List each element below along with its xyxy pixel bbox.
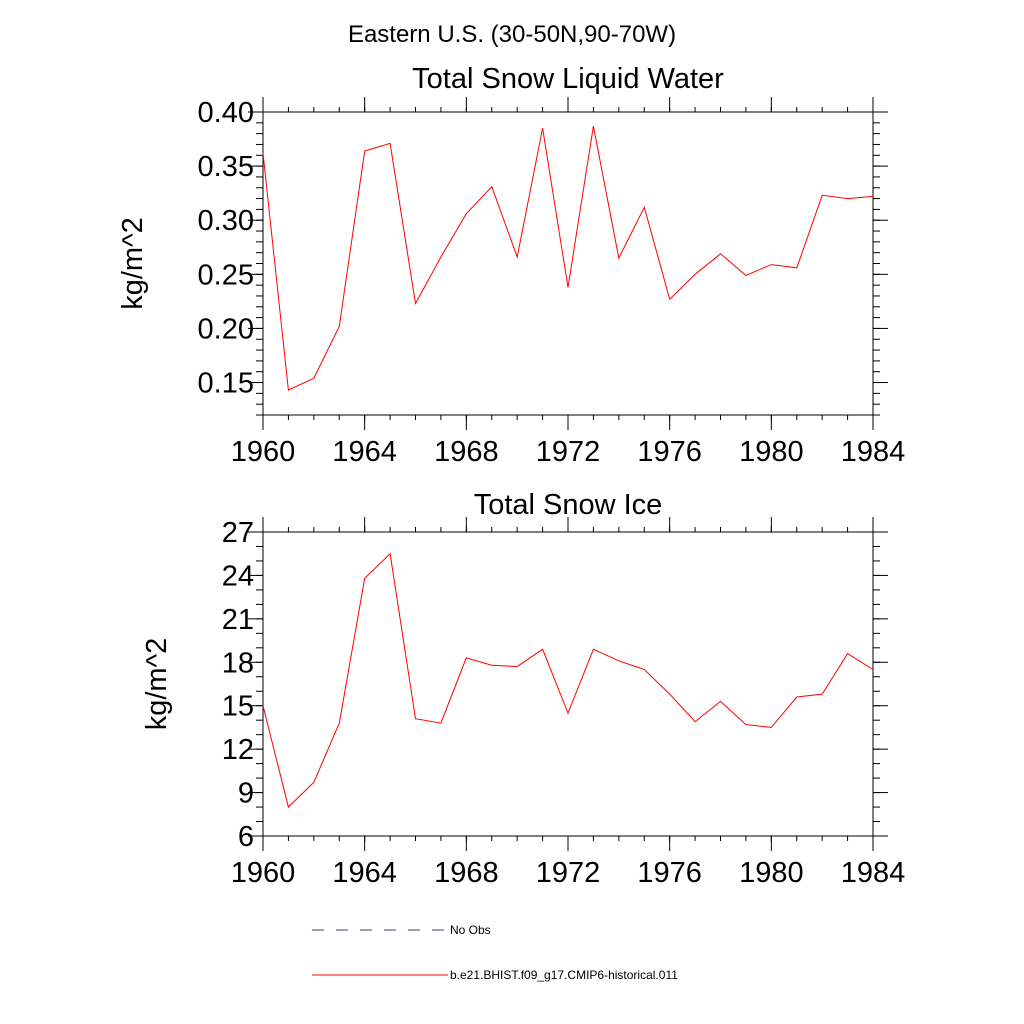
y-tick-label: 0.40 [198,97,254,129]
x-tick-label: 1972 [536,857,601,889]
panel-title-liquid: Total Snow Liquid Water [412,63,724,95]
panel-snow-liquid-water: Total Snow Liquid Water 1960 1964 1968 1972 1… [117,63,905,468]
y-tick-label: 24 [222,560,254,592]
x-tick-label: 1980 [739,436,804,468]
y-tick-label: 6 [238,821,254,853]
legend: No Obs b.e21.BHIST.f09_g17.CMIP6-histori… [312,923,678,982]
y-axis-label-ice: kg/m^2 [141,638,173,731]
x-tick-label: 1968 [434,436,499,468]
x-tick-label: 1960 [231,857,296,889]
x-tick-label: 1960 [231,436,296,468]
x-tick-label: 1984 [841,436,906,468]
series-line-ice [262,552,874,808]
y-tick-label: 0.15 [198,368,254,400]
x-tick-label: 1964 [332,857,397,889]
figure-title: Eastern U.S. (30-50N,90-70W) [348,21,676,48]
x-tick-label: 1976 [637,857,702,889]
y-tick-label: 18 [222,647,254,679]
y-tick-label: 0.30 [198,205,254,237]
y-tick-label: 9 [238,778,254,810]
y-tick-label: 12 [222,734,254,766]
plot-frame-ice [262,531,874,837]
y-tick-label: 21 [222,604,254,636]
x-tick-label: 1980 [739,857,804,889]
legend-label-model-run: b.e21.BHIST.f09_g17.CMIP6-historical.011 [450,968,678,982]
panel-title-ice: Total Snow Ice [474,489,663,521]
x-tick-label: 1968 [434,857,499,889]
panel-snow-ice: Total Snow Ice 1960 1964 1968 1972 1976 1980 19… [141,489,905,889]
x-tick-label: 1984 [841,857,906,889]
series-line-liquid [262,126,874,391]
y-tick-label: 0.25 [198,259,254,291]
y-tick-label: 27 [222,517,254,549]
y-tick-label: 0.35 [198,151,254,183]
x-tick-label: 1964 [332,436,397,468]
x-tick-label: 1972 [536,436,601,468]
legend-item-model-run: b.e21.BHIST.f09_g17.CMIP6-historical.011 [312,968,678,982]
legend-item-no-obs: No Obs [312,923,491,937]
y-tick-label: 0.20 [198,313,254,345]
y-axis-label-liquid: kg/m^2 [117,217,149,310]
y-tick-label: 15 [222,691,254,723]
plot-frame-liquid [262,111,874,416]
legend-label-no-obs: No Obs [450,923,491,937]
x-tick-label: 1976 [637,436,702,468]
